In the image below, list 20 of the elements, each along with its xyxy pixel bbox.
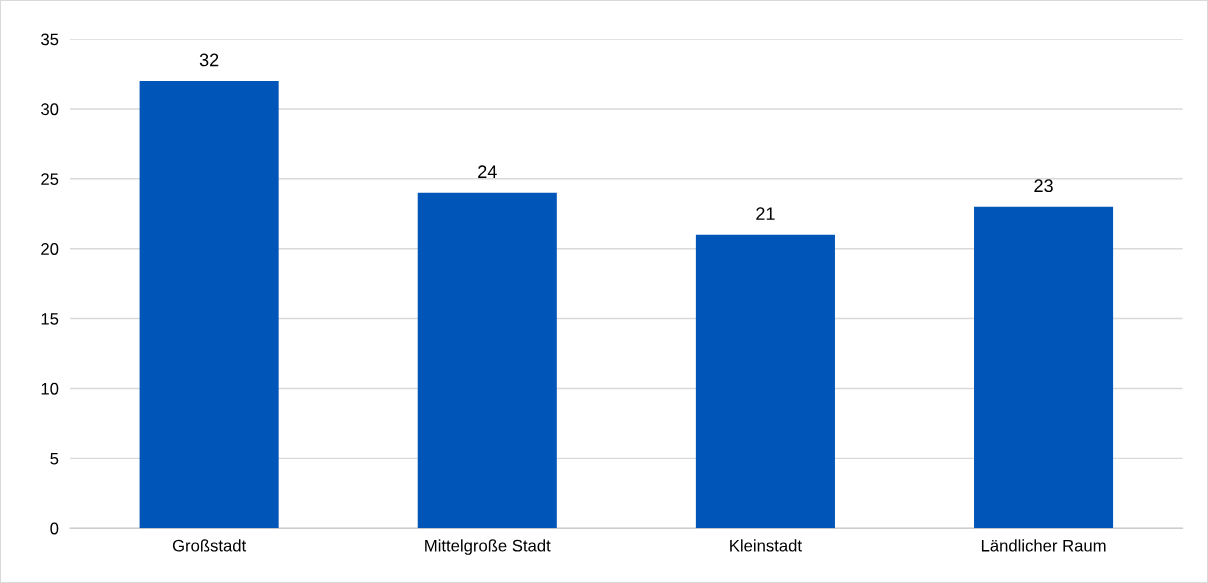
- y-tick-label: 25: [41, 173, 59, 186]
- x-tick-label: Mittelgroße Stadt: [425, 539, 551, 555]
- y-tick-label: 10: [41, 382, 59, 395]
- y-tick-label: 30: [41, 103, 59, 116]
- bar: [695, 234, 835, 529]
- y-tick-label: 20: [41, 243, 59, 255]
- bar: [417, 192, 557, 529]
- x-tick-label: Großstadt: [172, 539, 247, 552]
- y-tick-label: 0: [50, 522, 59, 535]
- y-tick-label: 35: [41, 33, 59, 46]
- data-label: 24: [478, 165, 497, 178]
- y-tick-label: 15: [41, 313, 59, 325]
- bar: [139, 80, 279, 529]
- x-tick-label: Kleinstadt: [730, 539, 802, 552]
- data-label: 32: [199, 53, 219, 67]
- bar: [974, 206, 1114, 529]
- y-tick-label: 5: [50, 452, 59, 465]
- data-label: 21: [756, 207, 775, 220]
- data-label: 23: [1034, 179, 1053, 193]
- x-tick-label: Ländlicher Raum: [981, 539, 1106, 552]
